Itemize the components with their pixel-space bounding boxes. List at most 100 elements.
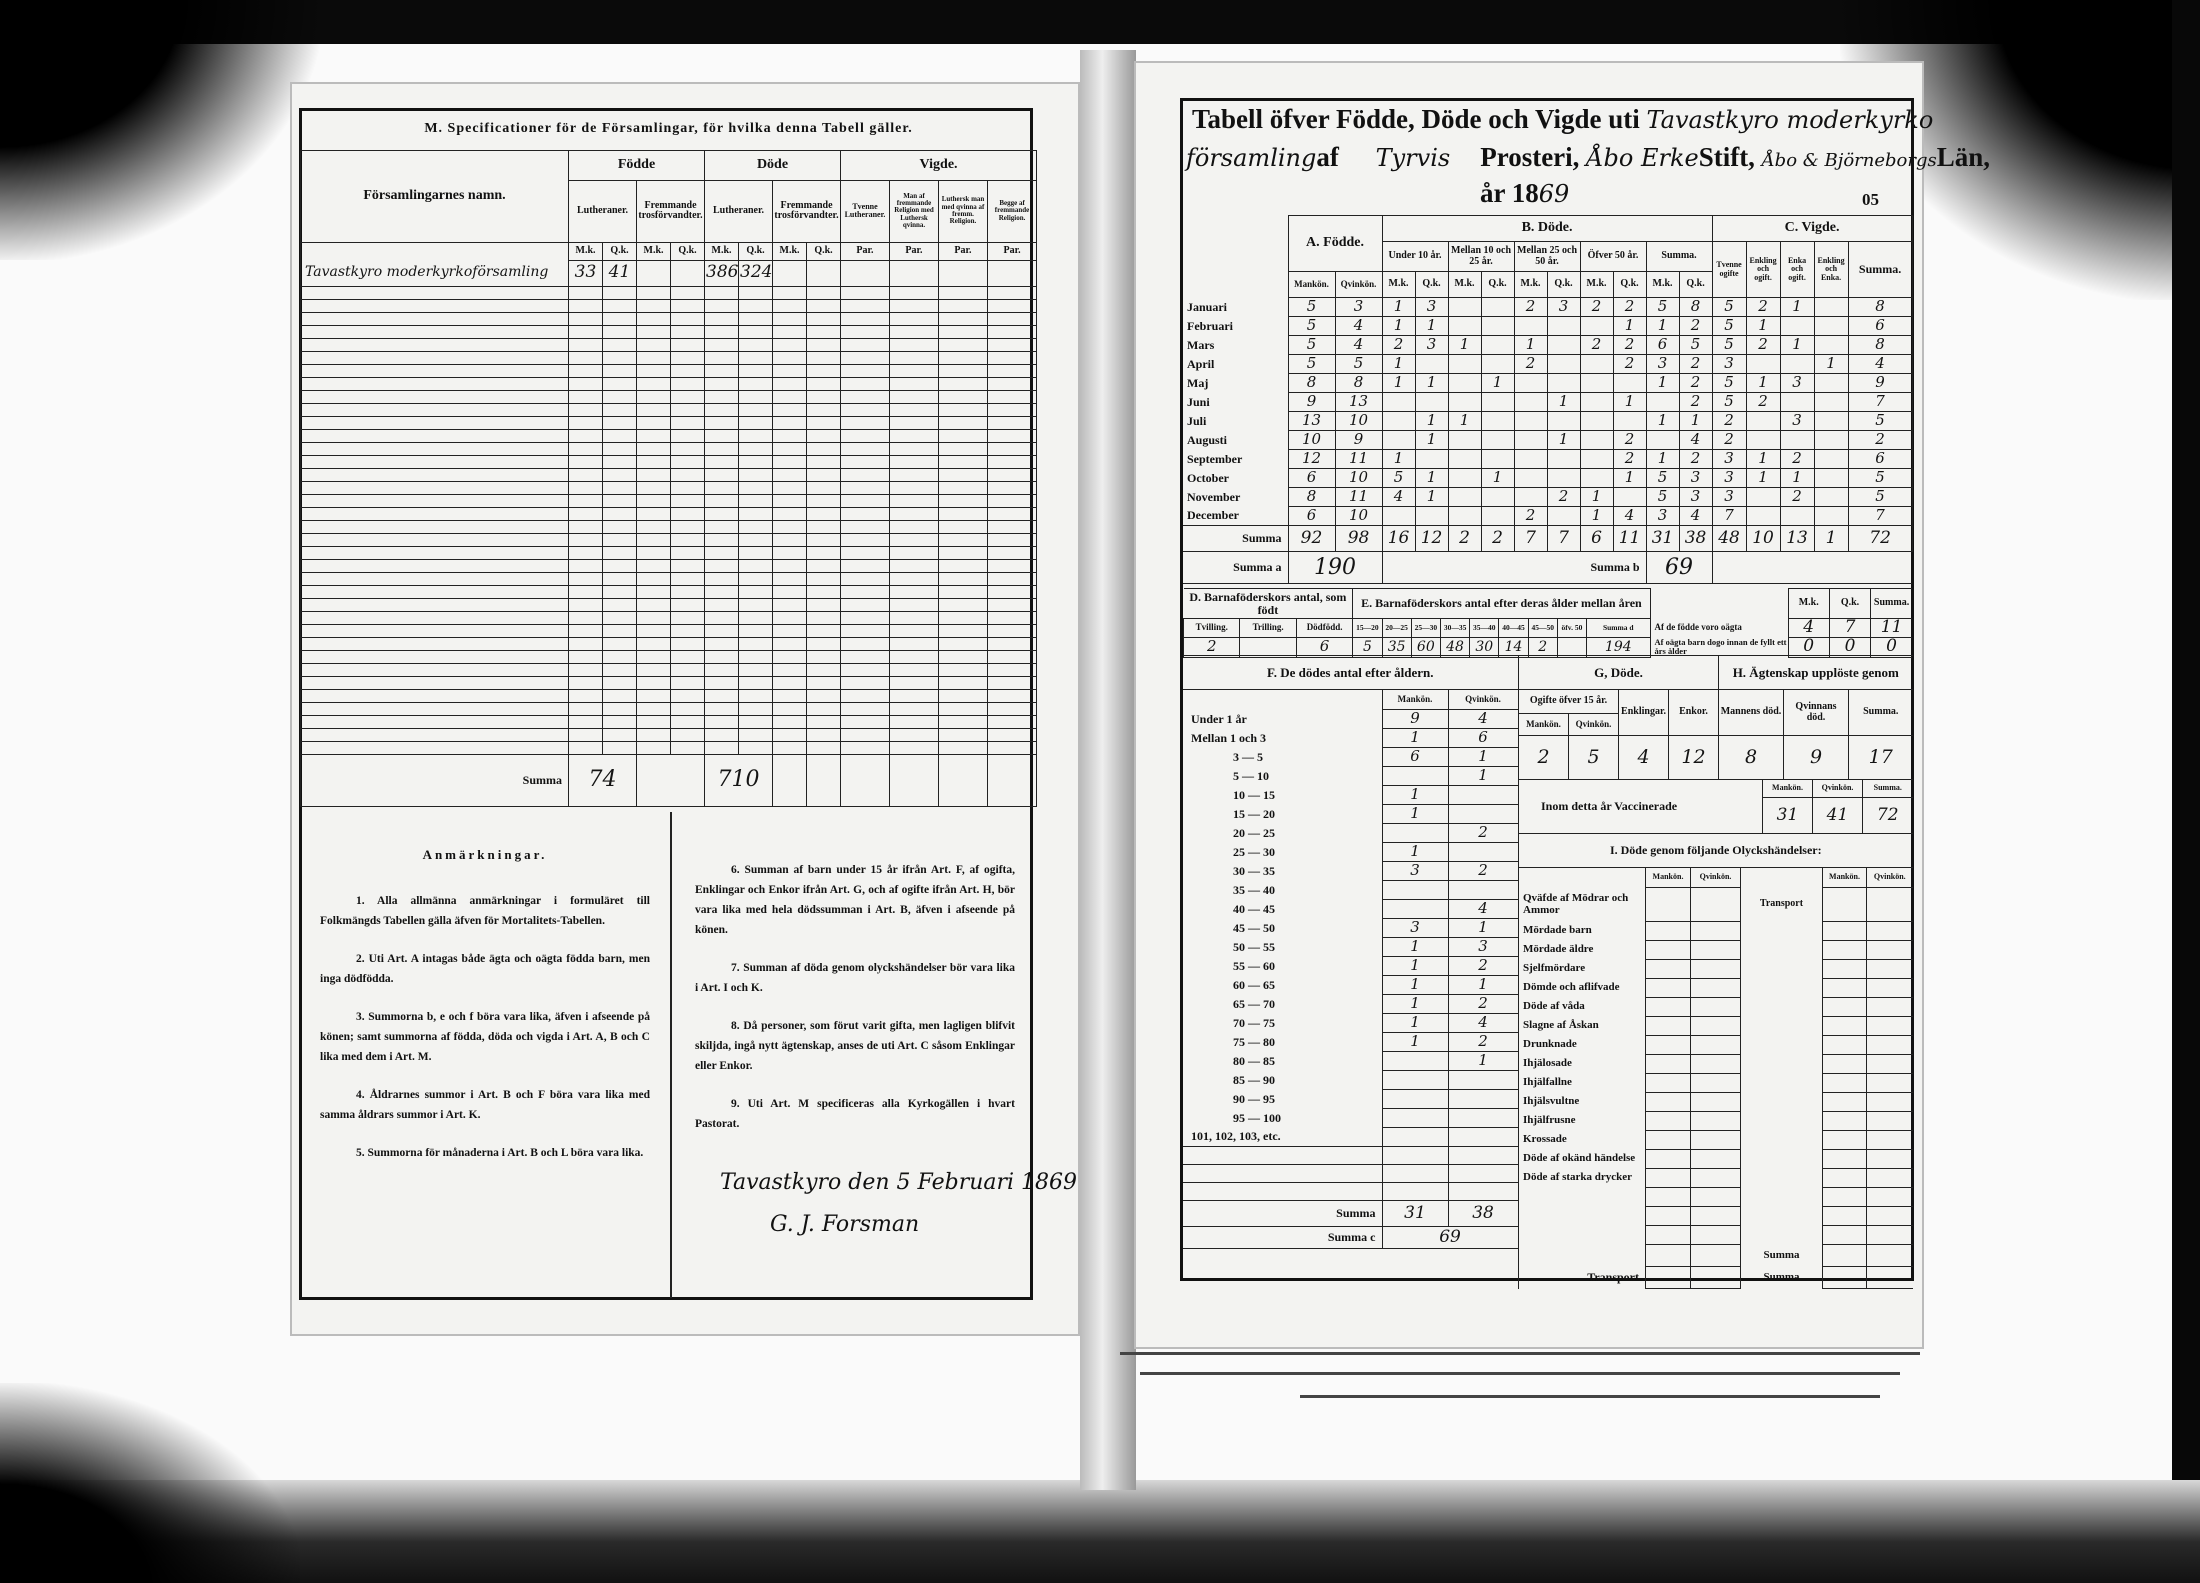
blank-cell	[772, 493, 807, 508]
qk-header: Q.k.	[1414, 271, 1449, 298]
blank-cell	[602, 571, 637, 586]
blank-cell	[670, 350, 705, 365]
blank-cell	[772, 727, 807, 742]
blank-cell	[840, 623, 890, 638]
month-value: 1	[1579, 506, 1614, 526]
blank-cell	[889, 610, 939, 625]
mk-header: M.k.	[1447, 271, 1482, 298]
month-row: Augusti 10 9 1 1 2 4 2 2	[1183, 430, 1913, 450]
blank-row	[300, 558, 1038, 573]
accident-cause: Qväfde af Mödrar och Ammor	[1518, 887, 1646, 922]
f-mankon-header: Mankön.	[1381, 689, 1449, 710]
age-row: 50 — 55 1 3	[1183, 937, 1519, 957]
blank-cell	[670, 311, 705, 326]
blank-cell	[300, 675, 569, 690]
blank-cell	[300, 467, 569, 482]
blank-cell	[568, 493, 603, 508]
month-value	[1480, 487, 1515, 507]
month-value	[1480, 449, 1515, 469]
blank-cell	[300, 545, 569, 560]
month-label: Februari	[1183, 316, 1289, 336]
month-row: Februari 5 4 1 1 1 1 2 5 1 6	[1183, 316, 1913, 336]
blank-cell	[840, 285, 890, 300]
blank-cell	[1865, 1187, 1913, 1207]
blank-cell	[938, 428, 988, 443]
summa-value: 98	[1334, 525, 1383, 552]
blank-cell	[1740, 1054, 1823, 1074]
accident-mankon	[1822, 1054, 1867, 1074]
month-value: 5	[1711, 316, 1747, 336]
gh-value: 12	[1668, 735, 1719, 780]
blank-cell	[704, 376, 739, 391]
blank-cell	[670, 649, 705, 664]
blank-cell	[704, 506, 739, 521]
blank-row	[300, 454, 1038, 469]
age-qvinkon	[1447, 880, 1519, 900]
parish-name: Tavastkyro moderkyrkoförsamling	[300, 260, 569, 286]
title-lan: Län,	[1936, 142, 1991, 172]
blank-cell	[636, 389, 671, 404]
blank-cell	[840, 441, 890, 456]
summa-c-row: Summa c 69	[1183, 1226, 1519, 1249]
blank-cell	[889, 662, 939, 677]
blank-cell	[840, 649, 890, 664]
a-fodde-header: A. Födde.	[1287, 215, 1383, 272]
blank-cell	[670, 415, 705, 430]
accident-mankon	[1822, 959, 1867, 979]
month-value	[1745, 506, 1781, 526]
age-mankon	[1381, 823, 1449, 843]
blank-cell	[986, 753, 1038, 807]
age-label: 10 — 15	[1183, 785, 1383, 805]
accident-row: Qväfde af Mödrar och Ammor Transport	[1518, 887, 1913, 922]
accident-row: Ihjälsvultne	[1518, 1092, 1913, 1112]
blank-cell	[602, 454, 637, 469]
summa-a-value: 190	[1287, 551, 1383, 584]
e-col-header: 25—30	[1410, 618, 1441, 638]
blank-cell	[840, 662, 890, 677]
lutheraner-header: Lutheraner.	[568, 179, 637, 243]
age-label: 95 — 100	[1183, 1108, 1383, 1128]
blank-cell	[806, 623, 841, 638]
accident-mankon	[1645, 1130, 1691, 1150]
blank-cell	[840, 675, 890, 690]
vigde-header: Vigde.	[839, 149, 1038, 181]
month-value	[1546, 411, 1581, 431]
blank-cell	[889, 636, 939, 651]
accident-mankon	[1645, 1054, 1691, 1074]
month-value: 5	[1287, 316, 1336, 336]
age-qvinkon: 2	[1447, 1032, 1519, 1052]
age-mankon: 1	[1381, 785, 1449, 805]
blank-cell	[1740, 1168, 1823, 1188]
month-value: 7	[1711, 506, 1747, 526]
blank-cell	[772, 350, 807, 365]
g-qvinkon-header: Qvinkön.	[1568, 713, 1619, 736]
blank-cell	[670, 363, 705, 378]
blank-cell	[738, 298, 773, 313]
gh-value: 4	[1618, 735, 1669, 780]
blank-cell	[986, 311, 1038, 326]
accident-mankon	[1822, 1035, 1867, 1055]
e-value: 35	[1381, 636, 1412, 658]
accident-mankon	[1645, 1149, 1691, 1169]
blank-cell	[986, 402, 1038, 417]
summa-value: 1	[1813, 525, 1849, 552]
age-mankon: 1	[1381, 975, 1449, 995]
month-value: 3	[1711, 468, 1747, 488]
summa-value: 13	[1779, 525, 1815, 552]
month-label: December	[1183, 506, 1289, 526]
parish-value	[840, 260, 890, 286]
month-value	[1480, 392, 1515, 412]
age-qvinkon: 1	[1447, 747, 1519, 767]
blank-cell	[602, 727, 637, 742]
month-value: 8	[1287, 487, 1336, 507]
blank-cell	[986, 454, 1038, 469]
blank-cell	[568, 558, 603, 573]
blank-cell	[1381, 1164, 1449, 1183]
blank-cell	[636, 571, 671, 586]
parish-name: Tavastkyro moderkyrko	[1646, 106, 1934, 134]
blank-cell	[806, 662, 841, 677]
age-mankon: 1	[1381, 994, 1449, 1014]
month-value: 1	[1779, 468, 1815, 488]
blank-cell	[840, 597, 890, 612]
b-group-header: Summa.	[1645, 241, 1713, 272]
